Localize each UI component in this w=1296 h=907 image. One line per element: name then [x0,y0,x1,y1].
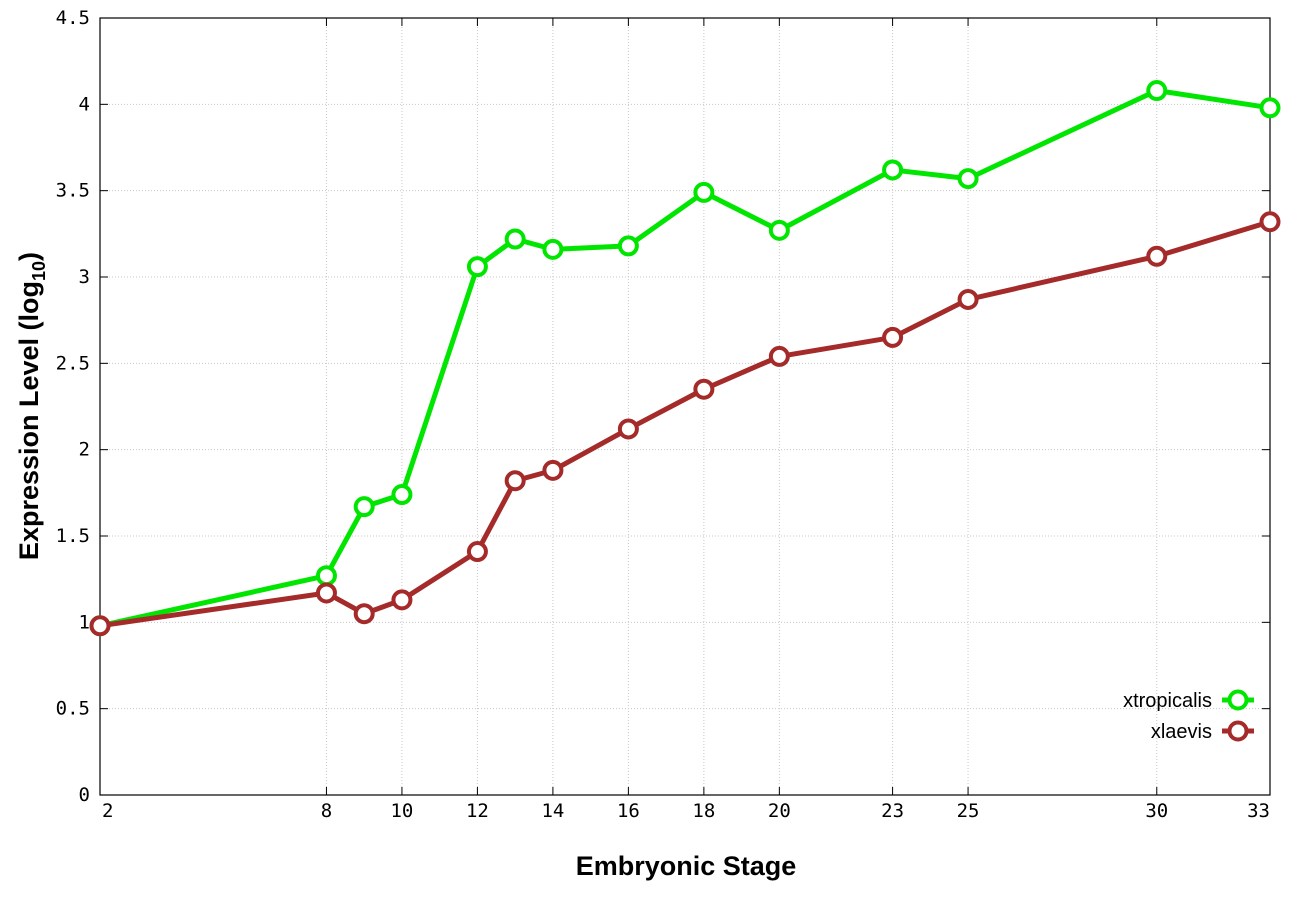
x-tick-label: 12 [466,800,489,822]
data-point-xtropicalis [768,219,790,241]
data-point-xtropicalis [1146,80,1168,102]
y-axis-title: Expression Level (log10) [14,252,49,560]
data-point-xlaevis [315,582,337,604]
data-point-xlaevis [693,378,715,400]
data-point-xtropicalis [542,238,564,260]
data-point-xtropicalis [504,228,526,250]
y-tick-label: 3.5 [56,180,90,202]
data-point-xlaevis [1146,245,1168,267]
data-point-xtropicalis [466,256,488,278]
series-lines [89,80,1281,637]
y-tick-label: 2 [79,439,90,461]
axis-ticks: 0 0.5 1 1.5 2 2.5 3 3.5 4 4.5 2 8 10 12 14 16 18 20 23 25 30… [56,7,1271,822]
data-point-xlaevis [353,603,375,625]
x-tick-label: 30 [1145,800,1168,822]
x-axis-title: Embryonic Stage [576,851,797,881]
data-point-xlaevis [768,345,790,367]
data-point-xtropicalis [353,496,375,518]
x-tick-label: 23 [881,800,904,822]
data-point-xlaevis [89,615,111,637]
x-tick-label: 25 [957,800,980,822]
series-xlaevis [89,211,1281,637]
legend-swatch-marker [1227,720,1249,742]
series-xtropicalis [89,80,1281,637]
legend-swatch-marker [1227,689,1249,711]
x-tick-label: 18 [692,800,715,822]
data-point-xtropicalis [882,159,904,181]
data-point-xlaevis [466,541,488,563]
data-point-xtropicalis [617,235,639,257]
y-tick-label: 0 [79,784,90,806]
data-point-xlaevis [542,459,564,481]
legend-label-xtropicalis: xtropicalis [1123,690,1212,712]
legend-label-xlaevis: xlaevis [1151,721,1212,743]
x-tick-label: 20 [768,800,791,822]
series-line-xlaevis [99,219,1271,629]
y-tick-label: 4 [79,93,90,115]
data-point-xlaevis [1259,211,1281,233]
data-point-xtropicalis [1259,97,1281,119]
data-point-xlaevis [882,326,904,348]
y-axis-title-subscript: 10 [29,261,49,281]
x-tick-label: 2 [102,800,113,822]
data-point-xlaevis [617,418,639,440]
x-tick-label: 8 [321,800,332,822]
data-point-xtropicalis [957,168,979,190]
y-tick-label: 2.5 [56,352,90,374]
plot-frame [99,17,1271,796]
data-point-xlaevis [504,470,526,492]
grid-lines [100,18,1270,795]
y-tick-label: 3 [79,266,90,288]
y-tick-label: 1.5 [56,525,90,547]
legend: xtropicalis xlaevis [1123,689,1254,743]
y-tick-label: 0.5 [56,698,90,720]
data-point-xlaevis [391,589,413,611]
series-line-xtropicalis [99,88,1271,629]
data-point-xlaevis [957,288,979,310]
data-point-xtropicalis [391,484,413,506]
y-tick-label: 1 [79,611,90,633]
x-tick-label: 33 [1247,800,1270,822]
x-tick-label: 16 [617,800,640,822]
x-tick-label: 10 [390,800,413,822]
y-tick-label: 4.5 [56,7,90,29]
x-tick-label: 14 [541,800,564,822]
data-point-xtropicalis [693,181,715,203]
data-point-xtropicalis [315,565,337,587]
